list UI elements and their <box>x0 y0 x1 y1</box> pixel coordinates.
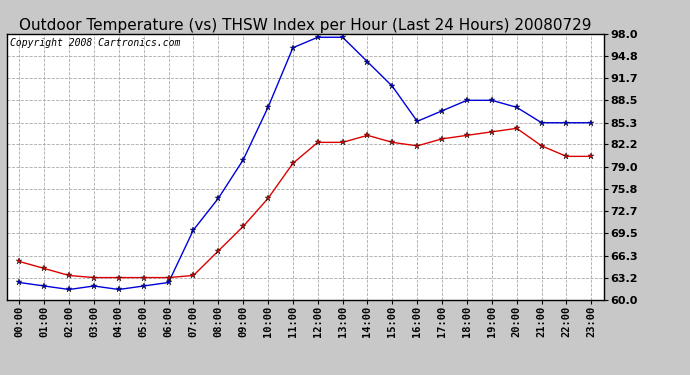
Text: Copyright 2008 Cartronics.com: Copyright 2008 Cartronics.com <box>10 38 180 48</box>
Title: Outdoor Temperature (vs) THSW Index per Hour (Last 24 Hours) 20080729: Outdoor Temperature (vs) THSW Index per … <box>19 18 591 33</box>
